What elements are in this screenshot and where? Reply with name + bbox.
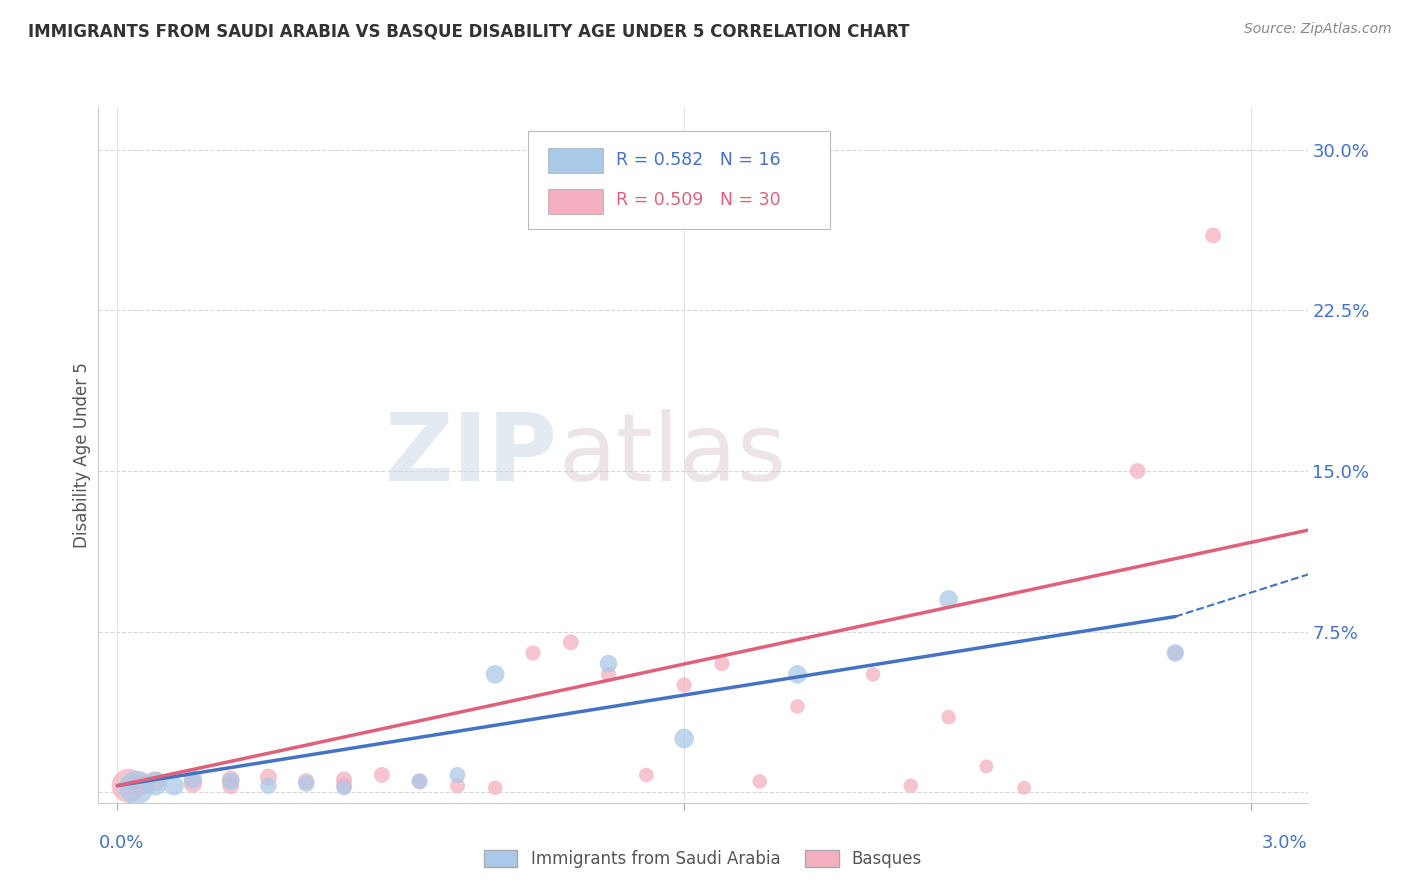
Point [163, 779, 186, 793]
Point [219, 772, 242, 787]
Point [598, 667, 620, 681]
Text: IMMIGRANTS FROM SAUDI ARABIA VS BASQUE DISABILITY AGE UNDER 5 CORRELATION CHART: IMMIGRANTS FROM SAUDI ARABIA VS BASQUE D… [28, 22, 910, 40]
Y-axis label: Disability Age Under 5: Disability Age Under 5 [73, 362, 91, 548]
Point [560, 635, 582, 649]
Point [673, 731, 696, 746]
Point [408, 774, 430, 789]
Point [333, 772, 356, 787]
Point [333, 780, 356, 795]
Point [295, 776, 318, 790]
Point [976, 759, 998, 773]
Point [219, 779, 242, 793]
Point [257, 770, 280, 784]
Point [1164, 646, 1187, 660]
Point [484, 780, 506, 795]
Point [673, 678, 696, 692]
Point [181, 772, 204, 787]
Text: Source: ZipAtlas.com: Source: ZipAtlas.com [1244, 22, 1392, 37]
Point [129, 776, 152, 790]
Point [938, 710, 960, 724]
Point [938, 592, 960, 607]
Point [1202, 228, 1225, 243]
Point [862, 667, 884, 681]
Text: R = 0.582   N = 16: R = 0.582 N = 16 [616, 152, 780, 169]
Point [295, 774, 318, 789]
Text: R = 0.509   N = 30: R = 0.509 N = 30 [616, 191, 780, 209]
Point [786, 699, 808, 714]
Point [598, 657, 620, 671]
Point [1164, 646, 1187, 660]
Text: 0.0%: 0.0% [98, 834, 143, 852]
Point [522, 646, 544, 660]
Point [636, 768, 658, 782]
Point [118, 779, 141, 793]
Point [900, 779, 922, 793]
Point [125, 780, 148, 795]
Text: ZIP: ZIP [385, 409, 558, 501]
Point [1126, 464, 1149, 478]
Text: atlas: atlas [558, 409, 786, 501]
FancyBboxPatch shape [527, 131, 830, 229]
Point [219, 774, 242, 789]
Text: 3.0%: 3.0% [1263, 834, 1308, 852]
Point [333, 779, 356, 793]
Point [257, 779, 280, 793]
Point [143, 774, 166, 789]
Legend: Immigrants from Saudi Arabia, Basques: Immigrants from Saudi Arabia, Basques [477, 843, 929, 875]
Point [748, 774, 770, 789]
Point [1012, 780, 1035, 795]
Point [786, 667, 808, 681]
Point [181, 776, 204, 790]
Point [484, 667, 506, 681]
FancyBboxPatch shape [548, 189, 603, 214]
Point [408, 774, 430, 789]
Point [143, 776, 166, 790]
Point [446, 768, 468, 782]
Point [371, 768, 394, 782]
FancyBboxPatch shape [548, 147, 603, 173]
Point [710, 657, 733, 671]
Point [446, 779, 468, 793]
